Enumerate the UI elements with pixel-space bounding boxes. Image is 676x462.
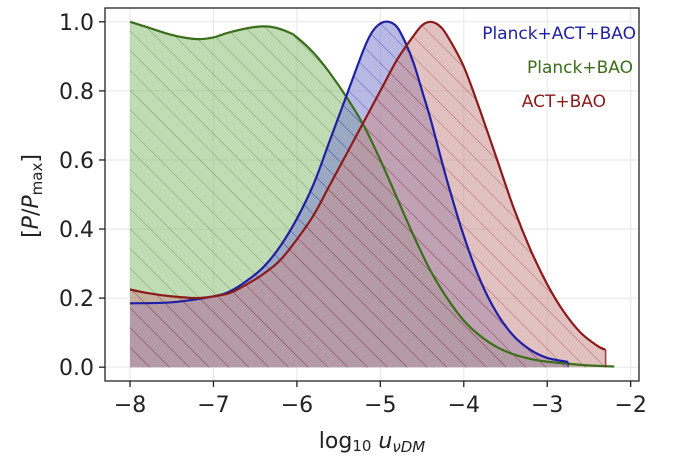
x-tick-label: −2 (614, 393, 646, 418)
y-tick-label: 0.2 (59, 287, 94, 312)
x-axis-label: log10 uνDM (319, 429, 426, 456)
hatch-act-bao (130, 21, 606, 368)
y-tick-label: 0.8 (59, 80, 94, 105)
x-tick-label: −3 (531, 393, 563, 418)
y-axis-label: [P/Pmax] (19, 154, 46, 238)
y-tick-label: 1.0 (59, 11, 94, 36)
line-planck-act-bao (129, 20, 569, 364)
legend-entry-act-bao: ACT+BAO (522, 92, 606, 112)
x-tick-label: −7 (197, 393, 229, 418)
legend-entry-planck-bao: Planck+BAO (527, 58, 633, 78)
line-planck-bao (129, 20, 615, 368)
plot-frame (104, 7, 640, 382)
x-tick-label: −4 (448, 393, 480, 418)
legend: Planck+ACT+BAO Planck+BAO ACT+BAO (482, 24, 636, 112)
x-tick-label: −5 (364, 393, 396, 418)
y-tick-label: 0.0 (59, 356, 94, 381)
line-act-bao (129, 20, 607, 351)
y-tick-label: 0.6 (59, 149, 94, 174)
series-lines (129, 20, 615, 368)
x-tick-label: −8 (114, 393, 146, 418)
axis-ticks: −8 −7 −6 −5 −4 −3 −2 0.0 0.2 0.4 0.6 0.8 1.0 (59, 11, 647, 418)
legend-entry-planck-act-bao: Planck+ACT+BAO (482, 24, 636, 44)
y-tick-label: 0.4 (59, 218, 94, 243)
x-tick-label: −6 (281, 393, 313, 418)
